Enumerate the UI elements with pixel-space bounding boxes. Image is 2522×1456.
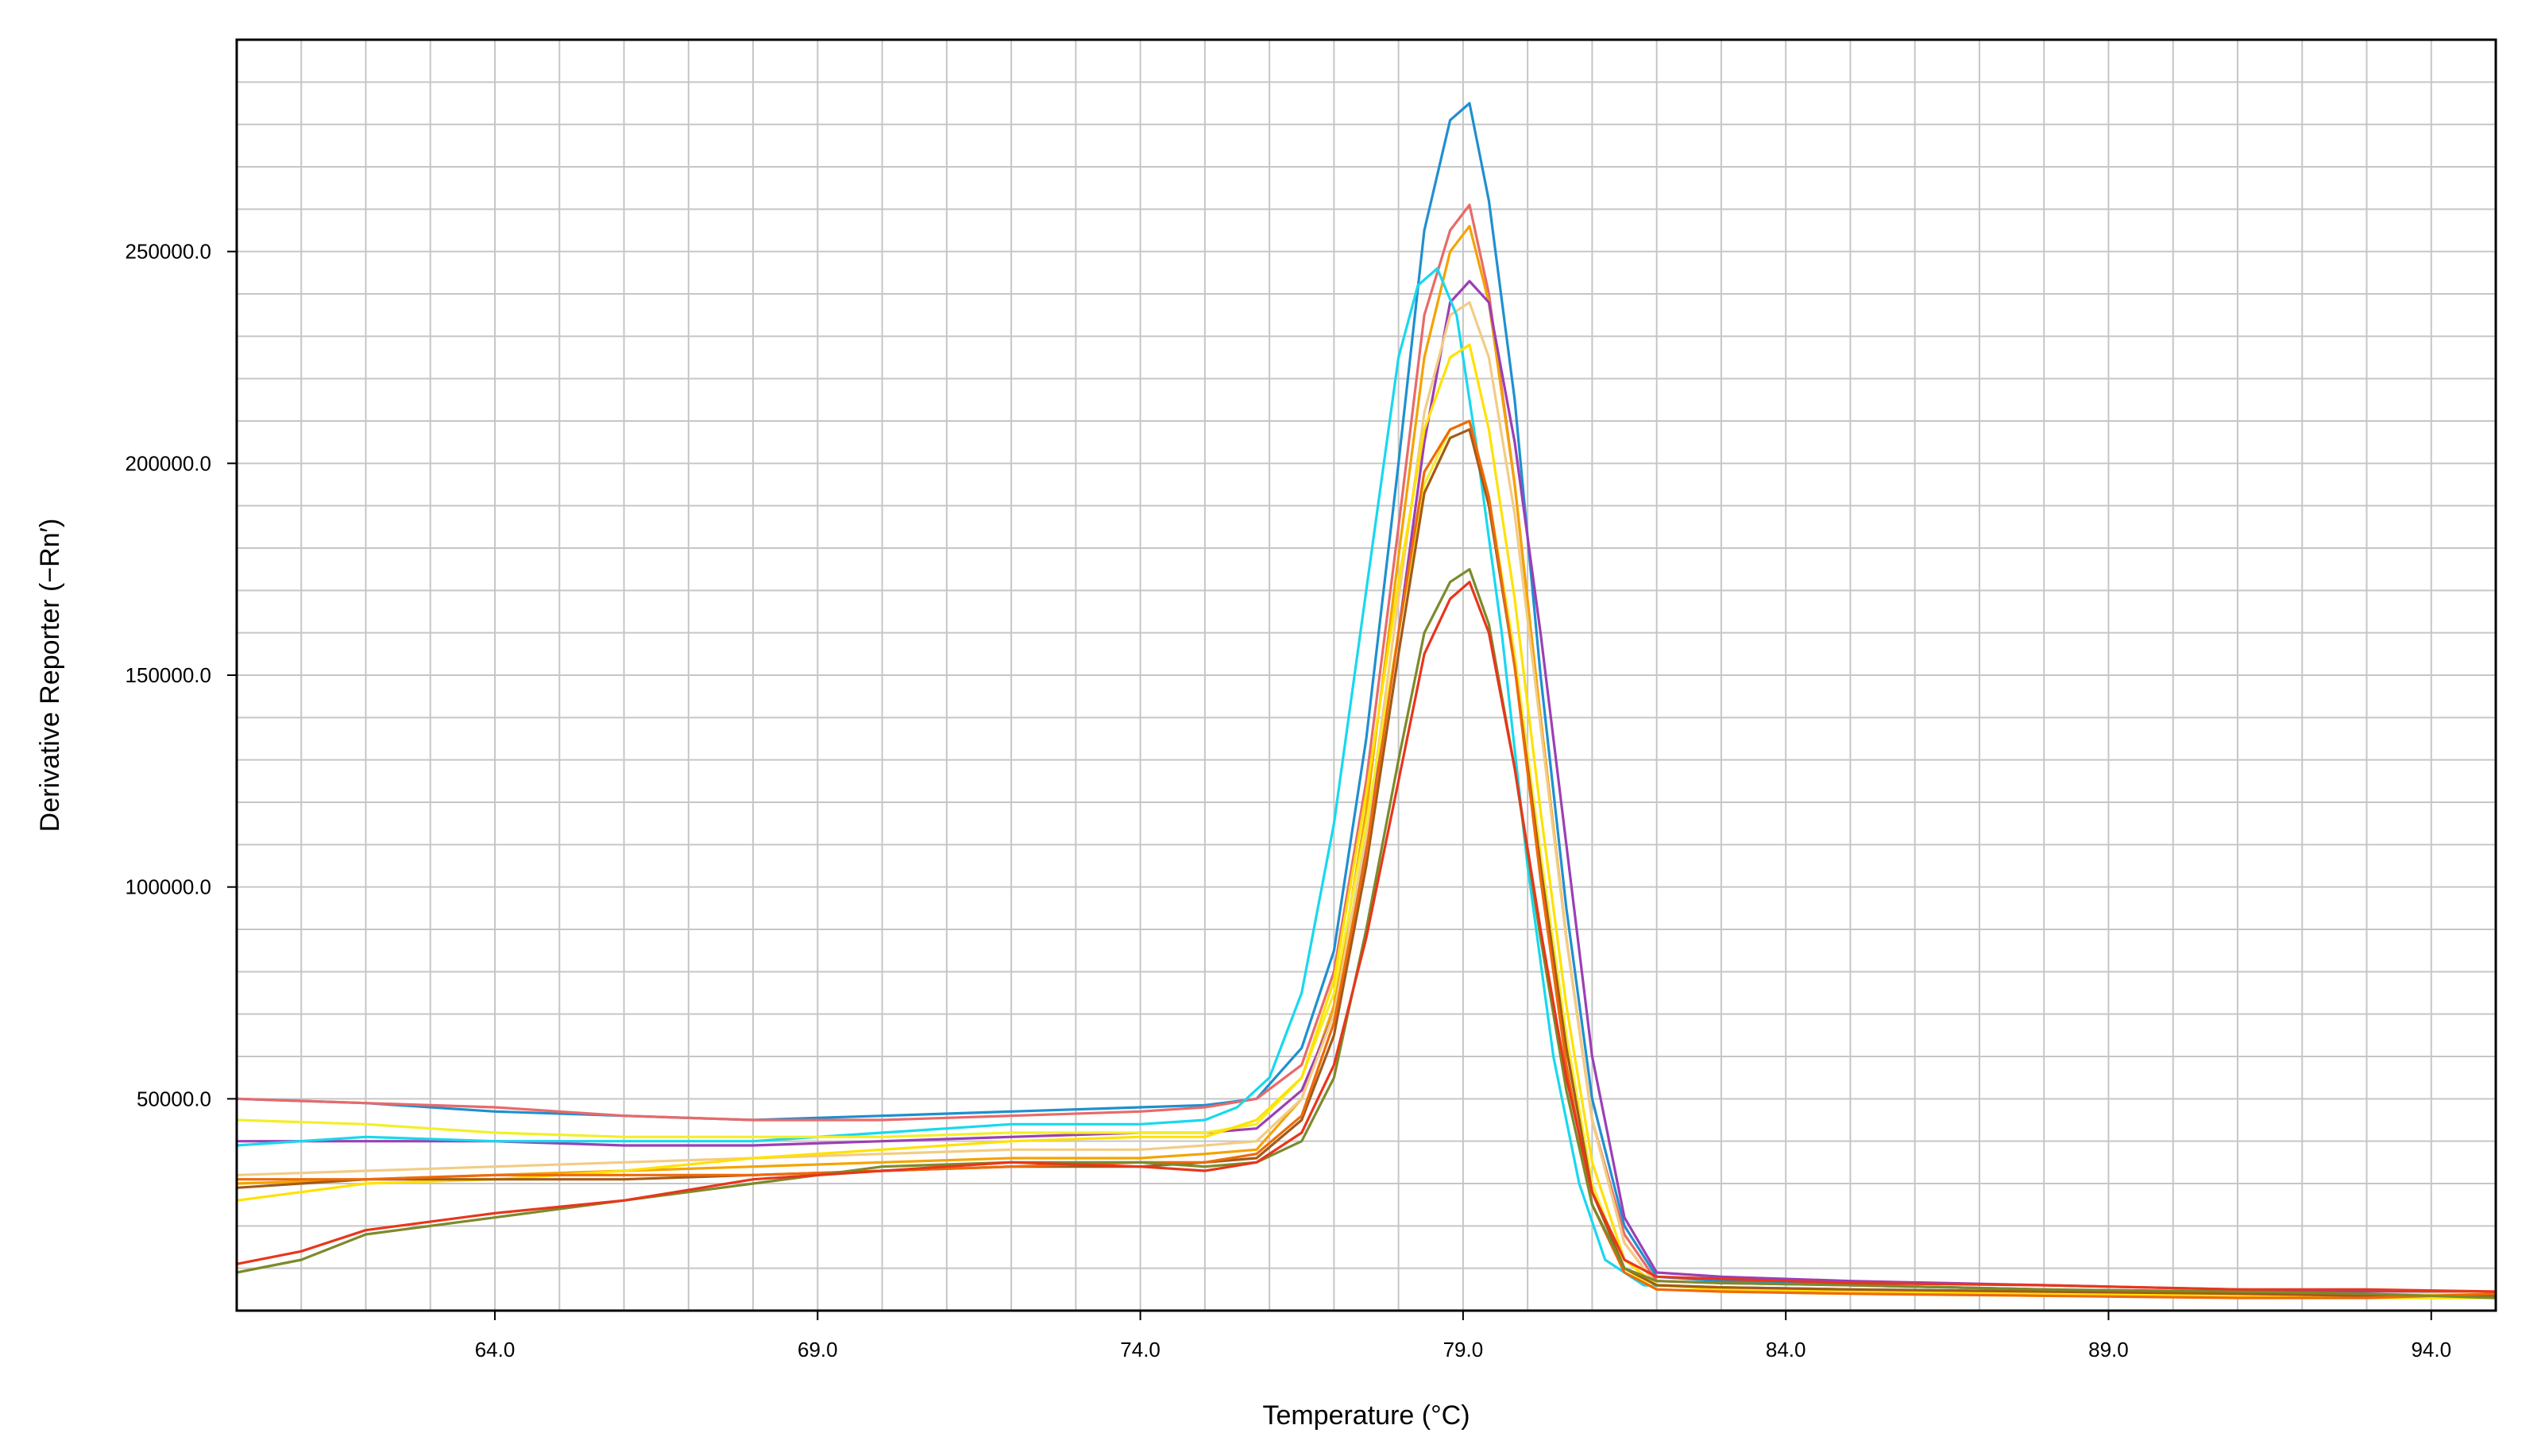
x-tick-label: 64.0: [475, 1338, 516, 1361]
x-axis-title: Temperature (°C): [1262, 1400, 1470, 1431]
y-tick-label: 150000.0: [126, 663, 211, 687]
x-tick-label: 74.0: [1120, 1338, 1161, 1361]
series-line-4: [237, 280, 2497, 1296]
y-tick-label: 250000.0: [126, 240, 211, 264]
x-tick-label: 79.0: [1443, 1338, 1484, 1361]
series-layer: [236, 102, 2497, 1300]
series-line-12: [236, 581, 2497, 1293]
series-line-11: [236, 568, 2497, 1300]
y-tick-label: 100000.0: [126, 875, 211, 899]
x-tick-label: 69.0: [798, 1338, 838, 1361]
x-tick-label: 89.0: [2088, 1338, 2129, 1361]
y-tick-label: 200000.0: [126, 451, 211, 475]
series-line-1: [236, 102, 2497, 1300]
x-tick-label: 94.0: [2411, 1338, 2451, 1361]
x-tick-label: 84.0: [1766, 1338, 1806, 1361]
series-line-8: [236, 343, 2496, 1300]
axis-ticks: 64.0 69.0 74.0 79.0 84.0 89.0 94.0 50000.0 10000…: [126, 240, 2452, 1361]
y-axis-title: Derivative Reporter (−Rn′): [35, 519, 65, 832]
y-tick-label: 50000.0: [137, 1087, 211, 1110]
